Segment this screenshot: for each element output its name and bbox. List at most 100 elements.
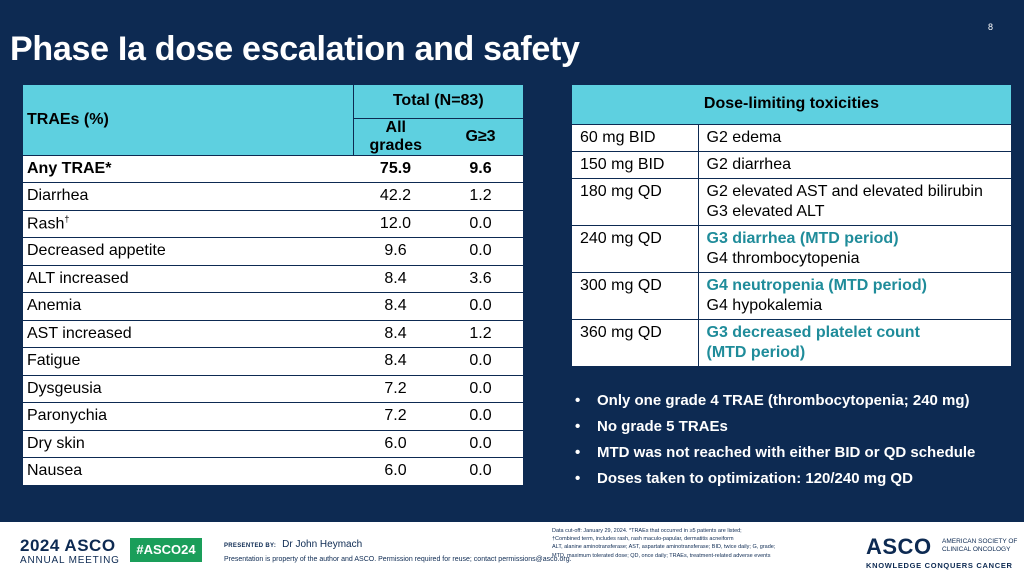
trae-g3: 0.0 [438,402,523,431]
trae-name: Nausea [23,457,353,486]
page-number: 8 [988,22,994,32]
property-notice: Presentation is property of the author a… [224,556,572,563]
hashtag-badge: #ASCO24 [130,538,202,562]
trae-row: Nausea 6.0 0.0 [23,457,523,486]
footnotes: Data cut-off: January 29, 2024. *TRAEs t… [552,527,832,560]
dlt-toxicity-line: G3 decreased platelet count [706,323,920,341]
summary-bullets: Only one grade 4 TRAE (thrombocytopenia;… [572,388,1012,492]
trae-name: AST increased [23,320,353,348]
trae-name: ALT increased [23,265,353,293]
trae-g3: 0.0 [438,375,523,403]
dlt-row: 150 mg BID G2 diarrhea [572,151,1011,179]
trae-g3: 0.0 [438,347,523,376]
dlt-toxicity: G2 elevated AST and elevated bilirubin G3… [698,178,1011,226]
footnote-line: Data cut-off: January 29, 2024. *TRAEs t… [552,528,742,534]
dlt-row: 300 mg QD G4 neutropenia (MTD period) G4 h… [572,272,1011,320]
dlt-toxicity: G2 edema [698,124,1011,152]
trae-name: Dysgeusia [23,375,353,403]
trae-all-grades: 7.2 [353,375,438,403]
dlt-toxicity: G3 decreased platelet count (MTD period) [698,319,1011,367]
g3-header: G≥3 [438,118,523,156]
dlt-toxicity: G2 diarrhea [698,151,1011,179]
dlt-table: Dose-limiting toxicities 60 mg BID G2 ede… [572,85,1011,367]
trae-g3: 9.6 [438,155,523,183]
trae-name: Anemia [23,292,353,321]
trae-name: Rash† [23,210,353,238]
trae-all-grades: 8.4 [353,347,438,376]
bullet-item: Doses taken to optimization: 120/240 mg … [572,466,1012,492]
dlt-row: 180 mg QD G2 elevated AST and elevated bi… [572,178,1011,226]
asco-meeting-logo: 2024 ASCO ANNUAL MEETING [20,536,120,566]
trae-row: Fatigue 8.4 0.0 [23,347,523,376]
dlt-row: 360 mg QD G3 decreased platelet count (MTD… [572,319,1011,367]
dlt-dose: 150 mg BID [572,151,699,179]
dlt-toxicity-line: G2 elevated AST and elevated bilirubin [706,182,983,200]
dlt-header: Dose-limiting toxicities [572,85,1011,125]
society-name: AMERICAN SOCIETY OF CLINICAL ONCOLOGY [942,538,1017,554]
trae-header-label: TRAEs (%) [23,85,353,156]
dlt-toxicity-line: G4 thrombocytopenia [706,249,860,267]
trae-all-grades: 8.4 [353,320,438,348]
all-grades-header: All grades [352,118,438,156]
trae-all-grades: 7.2 [353,402,438,431]
footnote-line: MTD, maximum tolerated dose; QD, once da… [552,552,771,559]
dlt-dose: 60 mg BID [572,124,699,152]
trae-name: Decreased appetite [23,237,353,266]
trae-all-grades: 6.0 [353,457,438,486]
dlt-toxicity-line: G3 diarrhea (MTD period) [706,229,899,247]
trae-all-grades: 9.6 [353,237,438,266]
trae-row: Diarrhea 42.2 1.2 [23,182,523,211]
trae-name: Dry skin [23,430,353,458]
society-line: CLINICAL ONCOLOGY [942,546,1011,553]
trae-name: Paronychia [23,402,353,431]
bullet-item: MTD was not reached with either BID or Q… [572,440,1012,466]
dlt-toxicity-line: G2 diarrhea [706,155,792,173]
asco-logo: ASCO AMERICAN SOCIETY OF CLINICAL ONCOLOG… [866,534,1018,570]
trae-row: AST increased 8.4 1.2 [23,320,523,348]
trae-row: Dysgeusia 7.2 0.0 [23,375,523,403]
trae-row: Dry skin 6.0 0.0 [23,430,523,458]
dlt-toxicity-line: G4 neutropenia (MTD period) [706,276,927,294]
tagline: KNOWLEDGE CONQUERS CANCER [866,561,1013,570]
dlt-row: 60 mg BID G2 edema [572,124,1011,152]
trae-name: Fatigue [23,347,353,376]
presenter: PRESENTED BY: Dr John Heymach [224,539,363,550]
society-line: AMERICAN SOCIETY OF [942,538,1018,545]
trae-g3: 0.0 [438,237,523,266]
trae-all-grades: 8.4 [353,265,438,293]
trae-g3: 1.2 [438,320,523,348]
trae-all-grades: 75.9 [353,155,438,183]
trae-row: Decreased appetite 9.6 0.0 [23,237,523,266]
trae-g3: 0.0 [438,210,523,238]
trae-row: Any TRAE* 75.9 9.6 [23,155,523,183]
trae-name: Any TRAE* [23,155,353,183]
trae-all-grades: 6.0 [353,430,438,458]
trae-table: TRAEs (%) Total (N=83) All grades G≥3 An… [23,85,523,486]
trae-all-grades: 8.4 [353,292,438,321]
dlt-row: 240 mg QD G3 diarrhea (MTD period) G4 thro… [572,225,1011,273]
trae-all-grades: 12.0 [353,210,438,238]
dlt-dose: 180 mg QD [572,178,699,226]
dlt-toxicity-line: (MTD period) [706,343,806,361]
slide-title: Phase Ia dose escalation and safety [10,30,580,68]
footnote-line: †Combined term, includes rash, rash macu… [552,536,734,543]
dlt-dose: 240 mg QD [572,225,699,273]
trae-g3: 0.0 [438,457,523,486]
dlt-toxicity: G4 neutropenia (MTD period) G4 hypokalemi… [698,272,1011,320]
trae-name: Diarrhea [23,182,353,211]
trae-g3: 1.2 [438,182,523,211]
bullet-item: No grade 5 TRAEs [572,414,1012,440]
trae-g3: 3.6 [438,265,523,293]
bullet-item: Only one grade 4 TRAE (thrombocytopenia;… [572,388,1012,414]
dlt-toxicity-line: G3 elevated ALT [706,202,825,220]
trae-row: ALT increased 8.4 3.6 [23,265,523,293]
footnote-line: ALT, alanine aminotransferase; AST, aspa… [552,544,776,551]
dlt-toxicity-line: G4 hypokalemia [706,296,823,314]
dlt-toxicity-line: G2 edema [706,128,782,146]
dlt-dose: 300 mg QD [572,272,699,320]
trae-g3: 0.0 [438,430,523,458]
trae-row: Anemia 8.4 0.0 [23,292,523,321]
dlt-toxicity: G3 diarrhea (MTD period) G4 thrombocytope… [698,225,1011,273]
dlt-dose: 360 mg QD [572,319,699,367]
trae-all-grades: 42.2 [353,182,438,211]
